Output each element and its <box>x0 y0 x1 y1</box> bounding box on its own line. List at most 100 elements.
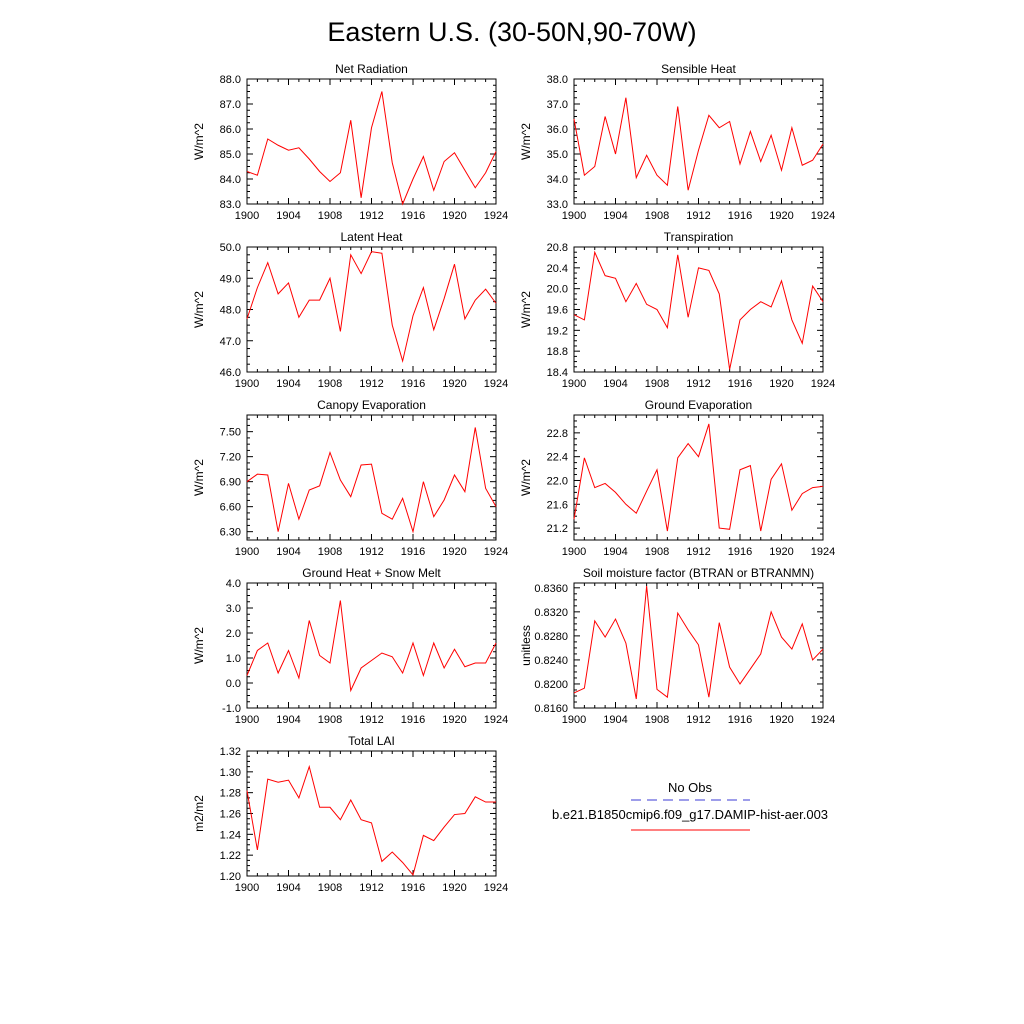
x-tick-label: 1916 <box>401 546 425 558</box>
x-tick-label: 1920 <box>769 378 793 390</box>
x-tick-label: 1912 <box>359 546 383 558</box>
plot-frame <box>573 78 824 205</box>
x-tick-label: 1908 <box>318 714 342 726</box>
x-tick-label: 1904 <box>276 882 300 894</box>
y-tick-label: 0.8200 <box>534 679 568 691</box>
y-tick-label: 84.0 <box>220 174 241 186</box>
plot-frame <box>246 78 497 205</box>
plot-frame <box>573 414 824 541</box>
x-tick-label: 1908 <box>318 882 342 894</box>
y-tick-label: 0.8160 <box>534 703 568 715</box>
x-tick-label: 1912 <box>359 210 383 222</box>
x-tick-label: 1920 <box>769 546 793 558</box>
x-tick-label: 1900 <box>562 714 586 726</box>
y-tick-label: 7.20 <box>220 452 241 464</box>
legend: No Obs b.e21.B1850cmip6.f09_g17.DAMIP-hi… <box>552 780 828 831</box>
y-tick-label: 1.32 <box>220 746 241 758</box>
y-tick-label: 21.2 <box>547 523 568 535</box>
panel-title: Total LAI <box>348 734 395 748</box>
x-tick-label: 1904 <box>276 210 300 222</box>
x-tick-label: 1900 <box>562 210 586 222</box>
x-tick-label: 1924 <box>811 210 835 222</box>
x-tick-label: 1920 <box>769 714 793 726</box>
y-tick-label: 18.4 <box>547 367 568 379</box>
y-axis-label: W/m^2 <box>192 627 206 664</box>
y-tick-label: 1.30 <box>220 767 241 779</box>
x-tick-label: 1904 <box>276 714 300 726</box>
y-tick-label: 38.0 <box>547 74 568 86</box>
series-line-ground-heat-snow-melt <box>246 600 497 693</box>
x-tick-label: 1924 <box>484 546 508 558</box>
series-line-ground-evaporation <box>573 423 824 532</box>
x-tick-label: 1900 <box>235 210 259 222</box>
x-tick-label: 1908 <box>645 714 669 726</box>
y-tick-label: 21.6 <box>547 499 568 511</box>
x-tick-label: 1904 <box>603 546 627 558</box>
x-tick-label: 1924 <box>811 378 835 390</box>
panel-title: Soil moisture factor (BTRAN or BTRANMN) <box>583 566 814 580</box>
plot-frame <box>246 582 497 709</box>
y-tick-label: 1.0 <box>226 653 241 665</box>
panel-soil-moisture-factor-btran-or-btranmn: 1900 1904 1908 1912 1916 1920 1924 0.8160 0.8200… <box>519 566 835 726</box>
panel-transpiration: 1900 1904 1908 1912 1916 1920 1924 18.4 18.8 19.2… <box>519 230 835 390</box>
y-tick-label: 1.24 <box>220 829 241 841</box>
x-tick-label: 1912 <box>359 378 383 390</box>
panel-total-lai: 1900 1904 1908 1912 1916 1920 1924 1.20 1.22 1.24… <box>192 734 508 894</box>
series-line-latent-heat <box>246 251 497 364</box>
x-tick-label: 1908 <box>645 378 669 390</box>
y-tick-label: 20.4 <box>547 263 568 275</box>
y-tick-label: 36.0 <box>547 124 568 136</box>
x-tick-label: 1920 <box>769 210 793 222</box>
y-tick-label: 4.0 <box>226 578 241 590</box>
y-tick-label: 3.0 <box>226 603 241 615</box>
figure-title: Eastern U.S. (30-50N,90-70W) <box>327 17 696 47</box>
x-tick-label: 1908 <box>318 378 342 390</box>
y-tick-label: 22.0 <box>547 475 568 487</box>
y-axis-label: W/m^2 <box>519 123 533 160</box>
y-tick-label: 85.0 <box>220 149 241 161</box>
series-line-transpiration <box>573 250 824 370</box>
x-tick-label: 1900 <box>235 714 259 726</box>
y-tick-label: 6.30 <box>220 527 241 539</box>
y-tick-label: 18.8 <box>547 346 568 358</box>
y-tick-label: 1.26 <box>220 809 241 821</box>
series-line-net-radiation <box>246 91 497 206</box>
x-tick-label: 1908 <box>645 210 669 222</box>
y-tick-label: 86.0 <box>220 124 241 136</box>
panel-latent-heat: 1900 1904 1908 1912 1916 1920 1924 46.0 47.0 48.0… <box>192 230 508 390</box>
plot-frame <box>246 246 497 373</box>
panel-ground-evaporation: 1900 1904 1908 1912 1916 1920 1924 21.2 21.6 22.0… <box>519 398 835 558</box>
x-tick-label: 1924 <box>484 882 508 894</box>
x-tick-label: 1924 <box>484 714 508 726</box>
y-tick-label: 6.60 <box>220 502 241 514</box>
x-tick-label: 1904 <box>603 714 627 726</box>
panel-title: Sensible Heat <box>661 62 736 76</box>
y-tick-label: 34.0 <box>547 174 568 186</box>
x-tick-label: 1916 <box>728 210 752 222</box>
y-tick-label: 7.50 <box>220 427 241 439</box>
legend-obs-label: No Obs <box>668 780 713 795</box>
y-tick-label: 22.4 <box>547 452 568 464</box>
y-axis-label: unitless <box>519 625 533 666</box>
y-axis-label: W/m^2 <box>519 459 533 496</box>
series-line-canopy-evaporation <box>246 427 497 534</box>
y-tick-label: 2.0 <box>226 628 241 640</box>
x-tick-label: 1908 <box>318 546 342 558</box>
panel-canopy-evaporation: 1900 1904 1908 1912 1916 1920 1924 6.30 6.60 6.90… <box>192 398 508 558</box>
x-tick-label: 1916 <box>401 210 425 222</box>
y-tick-label: 19.2 <box>547 325 568 337</box>
x-tick-label: 1920 <box>442 546 466 558</box>
x-tick-label: 1912 <box>686 714 710 726</box>
y-tick-label: 1.20 <box>220 871 241 883</box>
y-tick-label: 0.0 <box>226 678 241 690</box>
panel-title: Net Radiation <box>335 62 408 76</box>
y-axis-label: m2/m2 <box>192 795 206 832</box>
x-tick-label: 1916 <box>401 714 425 726</box>
legend-model-label: b.e21.B1850cmip6.f09_g17.DAMIP-hist-aer.… <box>552 807 828 822</box>
plot-frame <box>246 750 497 877</box>
panel-net-radiation: 1900 1904 1908 1912 1916 1920 1924 83.0 84.0 85.0… <box>192 62 508 222</box>
x-tick-label: 1900 <box>235 546 259 558</box>
y-tick-label: 19.6 <box>547 305 568 317</box>
plot-frame <box>573 246 824 373</box>
y-tick-label: 83.0 <box>220 199 241 211</box>
